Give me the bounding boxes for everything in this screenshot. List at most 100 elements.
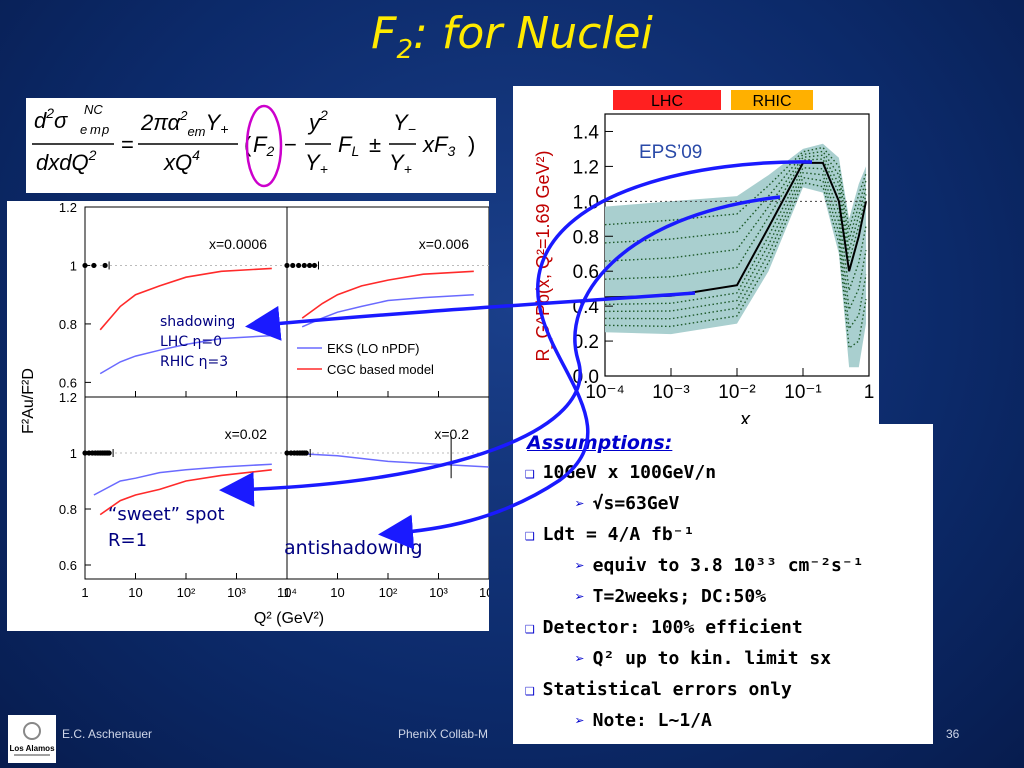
assumption-text: Note: L~1/A <box>592 710 712 731</box>
data-point <box>301 262 307 269</box>
eks-curve <box>93 463 272 496</box>
antishadowing-arrow <box>378 160 813 550</box>
x-axis-label: Q² (GeV²) <box>254 610 324 627</box>
assumptions-box: Assumptions: ❑ 10GeV x 100GeV/n ➢ √s=63GeV ❑… <box>513 424 933 744</box>
y-tick-label: 1.2 <box>59 201 77 215</box>
y-tick-label: 0.6 <box>59 558 77 573</box>
checkbox-bullet-icon: ❑ <box>525 618 535 637</box>
panel-label: x=0.006 <box>419 236 469 252</box>
assumption-item: ➢ √s=63GeV <box>575 493 679 514</box>
svg-text:−: − <box>284 132 297 157</box>
los-alamos-logo: Los Alamos <box>8 715 56 763</box>
arrow-bullet-icon: ➢ <box>575 649 585 668</box>
assumption-item: ➢ equiv to 3.8 10³³ cm⁻²s⁻¹ <box>575 555 864 576</box>
data-point <box>91 262 97 269</box>
rhic-band <box>731 90 813 110</box>
x-tick-label: 10⁻² <box>718 382 756 403</box>
checkbox-bullet-icon: ❑ <box>525 525 535 544</box>
slide-title: F2: for Nuclei <box>371 8 653 65</box>
svg-text:±: ± <box>369 132 381 157</box>
assumption-text: Statistical errors only <box>542 679 792 700</box>
member-curve <box>604 146 867 230</box>
assumption-text: equiv to 3.8 10³³ cm⁻²s⁻¹ <box>592 555 864 576</box>
x-tick-label: 10⁻³ <box>652 382 690 403</box>
y-tick-label: 0.8 <box>59 317 77 332</box>
data-point <box>306 262 313 269</box>
svg-text:m: m <box>90 122 101 137</box>
x-tick-label: 10⁻¹ <box>784 382 822 403</box>
eps09-label: EPS’09 <box>639 142 702 163</box>
legend-cgc: CGC based model <box>327 362 434 377</box>
chart-panel: x=0.006 <box>284 206 490 398</box>
f2-ratio-chart: x=0.0006 x=0.006 x=0.02 x=0.2 EKS (LO nPDF) C… <box>7 200 499 631</box>
svg-text:=: = <box>121 132 134 157</box>
y-tick-label: 1.2 <box>59 390 77 405</box>
central-curve <box>604 161 867 299</box>
arrow-bullet-icon: ➢ <box>575 587 585 606</box>
data-point <box>311 262 318 269</box>
y-axis-label: F²Au/F²D <box>20 368 37 434</box>
data-point <box>106 450 112 456</box>
assumption-text: T=2weeks; DC:50% <box>592 586 767 607</box>
x-tick-label: 10² <box>177 585 196 600</box>
x-tick-label: 10³ <box>227 585 246 600</box>
assumption-text: Q² up to kin. limit sx <box>592 648 832 669</box>
panel-label: x=0.0006 <box>209 236 267 252</box>
assumption-item: ➢ Note: L~1/A <box>575 710 712 731</box>
data-point <box>290 262 296 269</box>
y-tick-label: 0.2 <box>573 332 599 353</box>
svg-text:): ) <box>468 132 475 157</box>
member-curve <box>604 150 867 244</box>
eks-curve <box>286 452 490 468</box>
data-point <box>284 450 290 456</box>
y-tick-label: 1.2 <box>573 157 599 178</box>
x-tick-label: 1 <box>864 382 875 403</box>
svg-text:p: p <box>101 122 109 137</box>
svg-text:NC: NC <box>84 102 103 117</box>
footer-center: PheniX Collab-M <box>398 727 489 741</box>
y-tick-label: 0.6 <box>59 375 77 390</box>
y-tick-label: 1 <box>70 446 77 461</box>
data-point <box>303 450 309 456</box>
x-tick-label: 10² <box>379 585 398 600</box>
checkbox-bullet-icon: ❑ <box>525 463 535 482</box>
x-tick-label: 1 <box>81 585 88 600</box>
x-tick-label: 10 <box>330 585 344 600</box>
assumption-item: ➢ Q² up to kin. limit sx <box>575 648 831 669</box>
lhc-band <box>613 90 721 110</box>
panel-label: x=0.2 <box>434 426 469 442</box>
y-tick-label: 0.8 <box>573 227 599 248</box>
y-tick-label: 1.4 <box>573 122 600 143</box>
x-tick-label: 10 <box>128 585 142 600</box>
y-tick-label: 0.8 <box>59 502 77 517</box>
member-curve <box>604 154 867 262</box>
legend: EKS (LO nPDF) CGC based model <box>297 341 434 377</box>
sweet-spot-arrow <box>219 195 781 507</box>
sweet-spot-annotation: “sweet” spot R=1 <box>108 504 225 551</box>
assumption-item: ❑ Detector: 100% efficient <box>525 617 803 638</box>
assumption-item: ❑ 10GeV x 100GeV/n <box>525 462 716 483</box>
eks-curve <box>99 334 272 375</box>
assumptions-heading: Assumptions: <box>527 432 673 454</box>
assumption-text: Ldt = 4/A fb⁻¹ <box>542 524 695 545</box>
data-point <box>82 262 88 269</box>
y-tick-label: 1 <box>70 258 77 273</box>
shadowing-arrow <box>245 291 696 341</box>
assumption-text: √s=63GeV <box>592 493 680 514</box>
assumption-item: ❑ Ldt = 4/A fb⁻¹ <box>525 524 694 545</box>
f2-ratio-svg: x=0.0006 x=0.006 x=0.02 x=0.2 EKS (LO nPDF) C… <box>20 200 499 627</box>
footer-author: E.C. Aschenauer <box>62 727 153 741</box>
arrow-bullet-icon: ➢ <box>575 494 585 513</box>
svg-text:e: e <box>80 122 87 137</box>
assumption-text: Detector: 100% efficient <box>542 617 803 638</box>
x-tick-label: 10⁻⁴ <box>585 382 624 403</box>
cgc-curve <box>301 270 474 319</box>
assumption-text: 10GeV x 100GeV/n <box>542 462 717 483</box>
arrow-bullet-icon: ➢ <box>575 711 585 730</box>
svg-text:Los Alamos: Los Alamos <box>9 744 55 753</box>
member-curve <box>604 176 867 331</box>
x-tick-label: 10⁴ <box>277 585 297 600</box>
member-curve <box>604 158 867 280</box>
